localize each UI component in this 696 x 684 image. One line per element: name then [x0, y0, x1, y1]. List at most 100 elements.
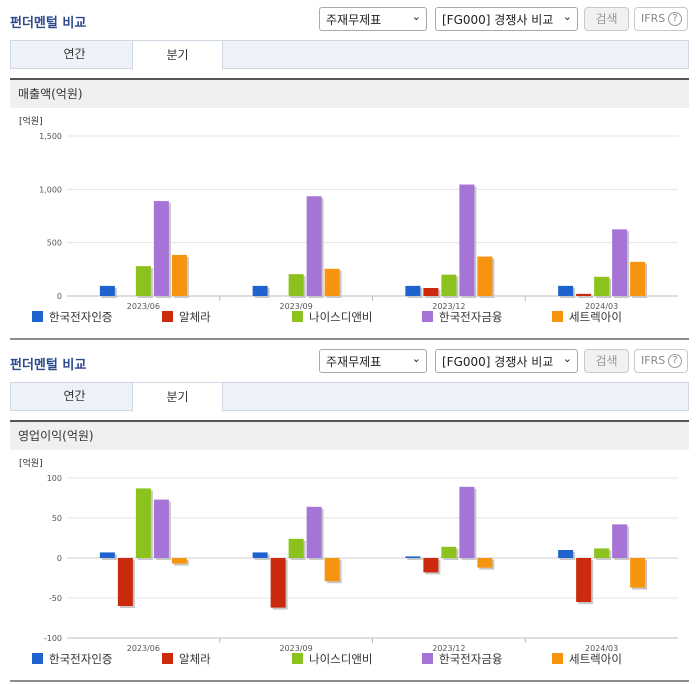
- legend-label: 한국전자인증: [49, 310, 112, 324]
- tab-quarterly[interactable]: 분기: [132, 40, 223, 70]
- legend-label: 한국전자금융: [439, 310, 502, 324]
- chevron-down-icon: ⌄: [411, 352, 421, 365]
- legend-swatch: [32, 653, 43, 664]
- bar: [405, 285, 421, 296]
- chart-box: 영업이익(억원) [억원] -100 -50 0 50 100 2023/06 2023/09…: [10, 420, 689, 682]
- chart-box: 매출액(억원) [억원] 0 500 1,000 1,500 2023/06 2023/09…: [10, 78, 689, 340]
- x-tick-label: 2023/09: [280, 644, 313, 653]
- legend-swatch: [162, 311, 173, 322]
- peer-group-select[interactable]: [FG000] 경쟁사 비교 ⌄: [435, 349, 578, 373]
- search-button[interactable]: 검색: [584, 349, 629, 373]
- bar: [477, 558, 493, 568]
- y-tick-label: -100: [44, 634, 62, 643]
- y-tick-label: -50: [49, 594, 62, 603]
- help-icon: ?: [668, 354, 682, 368]
- y-tick-label: 1,000: [39, 185, 62, 194]
- legend-swatch: [292, 311, 303, 322]
- bar-shadow: [578, 295, 594, 298]
- x-tick-label: 2023/06: [127, 302, 160, 311]
- statement-type-select[interactable]: 주재무제표 ⌄: [319, 7, 427, 31]
- bar: [612, 229, 628, 296]
- bar: [630, 558, 646, 588]
- bar: [135, 266, 151, 296]
- section-header: 펀더멘털 비교 주재무제표 ⌄ [FG000] 경쟁사 비교 ⌄ 검색 IFRS…: [0, 342, 696, 376]
- legend-label: 알체라: [179, 652, 211, 666]
- legend-swatch: [552, 311, 563, 322]
- bar: [171, 558, 187, 564]
- bar: [288, 274, 304, 296]
- ifrs-label: IFRS: [641, 354, 666, 367]
- bar: [459, 184, 475, 296]
- help-icon: ?: [668, 12, 682, 26]
- y-tick-label: 100: [47, 474, 62, 483]
- bar: [171, 254, 187, 296]
- y-tick-label: 50: [52, 514, 62, 523]
- tab-annual[interactable]: 연간: [63, 47, 86, 61]
- bar: [423, 558, 439, 573]
- legend-swatch: [422, 653, 433, 664]
- legend-label: 한국전자인증: [49, 652, 112, 666]
- chevron-down-icon: ⌄: [562, 352, 572, 365]
- statement-type-value: 주재무제표: [326, 13, 382, 27]
- bar: [252, 285, 268, 296]
- bar: [306, 196, 322, 296]
- bar: [612, 524, 628, 558]
- bar: [423, 288, 439, 296]
- bar: [576, 558, 592, 602]
- bar: [594, 548, 610, 558]
- bar: [441, 546, 457, 558]
- ifrs-help-button[interactable]: IFRS ?: [634, 7, 688, 31]
- legend-label: 세트렉아이: [569, 310, 622, 324]
- tab-annual[interactable]: 연간: [63, 389, 86, 403]
- x-tick-label: 2024/03: [585, 302, 618, 311]
- x-tick-label: 2023/09: [280, 302, 313, 311]
- period-tabs: 연간 분기: [10, 40, 689, 70]
- bar: [630, 261, 646, 296]
- chart-title: 영업이익(억원): [10, 422, 689, 450]
- peer-group-select[interactable]: [FG000] 경쟁사 비교 ⌄: [435, 7, 578, 31]
- bar: [558, 285, 574, 296]
- bar: [270, 558, 286, 608]
- bar: [459, 486, 475, 558]
- section-title: 펀더멘털 비교: [10, 358, 87, 373]
- peer-group-value: [FG000] 경쟁사 비교: [442, 13, 554, 27]
- ifrs-label: IFRS: [641, 12, 666, 25]
- bar: [594, 276, 610, 296]
- tab-quarterly[interactable]: 분기: [132, 382, 223, 412]
- legend-swatch: [552, 653, 563, 664]
- chart-title: 매출액(억원): [10, 80, 689, 108]
- period-tabs: 연간 분기: [10, 382, 689, 412]
- bar: [99, 552, 115, 558]
- legend-label: 알체라: [179, 310, 211, 324]
- x-tick-label: 2023/12: [432, 302, 465, 311]
- legend-label: 나이스디앤비: [309, 652, 372, 666]
- legend-swatch: [32, 311, 43, 322]
- x-tick-label: 2023/12: [432, 644, 465, 653]
- bar: [324, 268, 340, 296]
- bar: [576, 293, 592, 296]
- bar: [252, 552, 268, 558]
- bar: [288, 538, 304, 558]
- statement-type-select[interactable]: 주재무제표 ⌄: [319, 349, 427, 373]
- section-header: 펀더멘털 비교 주재무제표 ⌄ [FG000] 경쟁사 비교 ⌄ 검색 IFRS…: [0, 0, 696, 34]
- bar: [153, 499, 169, 558]
- bar: [441, 274, 457, 296]
- statement-type-value: 주재무제표: [326, 355, 382, 369]
- legend-label: 한국전자금융: [439, 652, 502, 666]
- y-tick-label: 1,500: [39, 132, 62, 141]
- unit-label: [억원]: [19, 457, 43, 469]
- section-title: 펀더멘털 비교: [10, 16, 87, 31]
- bar: [153, 201, 169, 296]
- bar: [135, 488, 151, 558]
- bar: [405, 556, 421, 558]
- y-tick-label: 0: [57, 554, 62, 563]
- legend-label: 나이스디앤비: [309, 310, 372, 324]
- peer-group-value: [FG000] 경쟁사 비교: [442, 355, 554, 369]
- x-tick-label: 2024/03: [585, 644, 618, 653]
- bar: [117, 558, 133, 606]
- bar: [558, 550, 574, 558]
- fundamental-section-2: 펀더멘털 비교 주재무제표 ⌄ [FG000] 경쟁사 비교 ⌄ 검색 IFRS…: [0, 342, 696, 684]
- ifrs-help-button[interactable]: IFRS ?: [634, 349, 688, 373]
- revenue-chart: [억원] 0 500 1,000 1,500 2023/06 2023/09 2023/12 2…: [19, 115, 678, 324]
- search-button[interactable]: 검색: [584, 7, 629, 31]
